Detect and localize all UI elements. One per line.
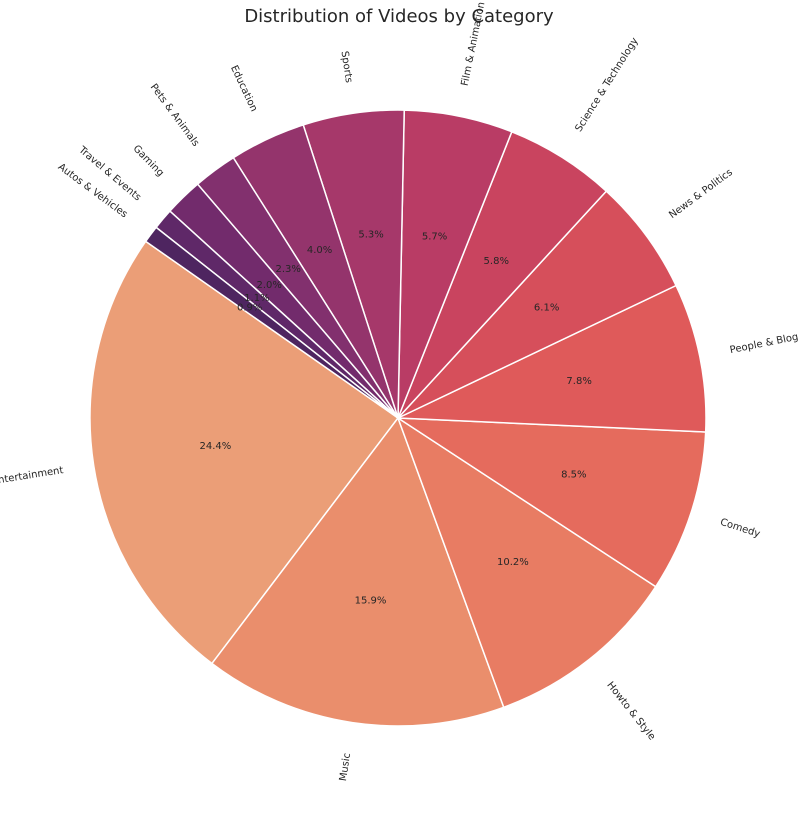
category-label-people-and-blogs: People & Blogs: [729, 331, 798, 357]
category-label-autos-and-vehicles: Autos & Vehicles: [56, 162, 130, 221]
slice-news-and-politics: [397, 190, 678, 419]
chart-title: Distribution of Videos by Category: [244, 6, 554, 27]
category-label-education: Education: [228, 64, 259, 114]
category-label-news-and-politics: News & Politics: [667, 167, 735, 221]
slice-music: [210, 416, 505, 727]
pct-label-howto-and-style: 10.2%: [497, 557, 529, 568]
category-label-gaming: Gaming: [131, 143, 166, 179]
pct-label-film-and-animation: 5.7%: [422, 231, 447, 242]
pct-label-education: 4.0%: [307, 245, 332, 256]
slice-comedy: [395, 417, 707, 588]
category-label-pets-and-animals: Pets & Animals: [148, 82, 201, 149]
pct-label-autos-and-vehicles: 0.9%: [237, 302, 262, 313]
pct-label-science-and-technology: 5.8%: [484, 256, 509, 267]
slice-people-and-blogs: [397, 284, 707, 433]
pct-label-comedy: 8.5%: [561, 469, 586, 480]
category-label-film-and-animation: Film & Animation: [460, 1, 488, 87]
pie-slices: [89, 109, 707, 727]
pct-label-gaming: 2.0%: [256, 280, 281, 291]
pct-label-travel-and-events: 1.1%: [244, 293, 269, 304]
category-label-sports: Sports: [339, 50, 355, 83]
category-label-howto-and-style: Howto & Style: [604, 680, 657, 743]
category-label-music: Music: [338, 752, 353, 782]
pct-label-entertainment: 24.4%: [200, 441, 232, 452]
pct-label-sports: 5.3%: [358, 230, 383, 241]
category-label-entertainment: Entertainment: [0, 465, 64, 487]
pct-label-people-and-blogs: 7.8%: [566, 376, 591, 387]
slice-autos-and-vehicles: [144, 226, 399, 419]
slice-howto-and-style: [396, 416, 657, 709]
pct-label-music: 15.9%: [355, 595, 387, 606]
category-label-comedy: Comedy: [719, 517, 762, 540]
percent-labels: 24.4% 15.9% 10.2% 8.5% 7.8% 6.1% 5.8% 5.7% 5.3% 4…: [200, 230, 592, 607]
category-label-science-and-technology: Science & Technology: [573, 36, 640, 134]
pct-label-pets-and-animals: 2.3%: [275, 264, 300, 275]
slice-entertainment: [89, 240, 400, 665]
pct-label-news-and-politics: 6.1%: [534, 303, 559, 314]
